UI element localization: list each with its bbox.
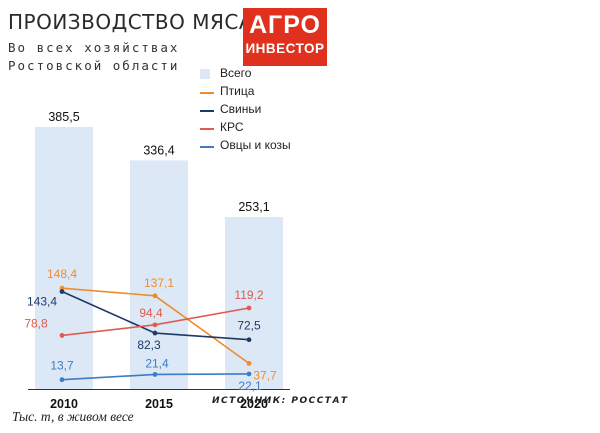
series-0-point-2010 — [59, 285, 65, 291]
series-0-label-2020: 37,7 — [253, 368, 277, 382]
chart-title: ПРОИЗВОДСТВО МЯСА — [8, 10, 254, 34]
agroinvestor-logo: АГРО ИНВЕСТОР — [243, 8, 327, 66]
series-1-point-2010 — [59, 289, 65, 294]
bar-label-2010: 385,5 — [48, 110, 79, 124]
series-3-label-2020: 22,1 — [238, 379, 262, 393]
series-3-label-2010: 13,7 — [50, 359, 74, 373]
legend-item-4: Овцы и козы — [200, 138, 340, 154]
legend-swatch-3 — [200, 128, 214, 130]
series-1-label-2010: 143,4 — [27, 295, 57, 309]
series-2-point-2010 — [59, 333, 65, 338]
unit-footnote: Тыс. т, в живом весе — [12, 409, 134, 424]
legend-swatch-4 — [200, 146, 214, 148]
series-0-label-2015: 137,1 — [144, 276, 174, 290]
bar-label-2015: 336,4 — [143, 143, 174, 157]
series-0-label-2010: 148,4 — [47, 267, 77, 281]
legend-item-2: Свиньи — [200, 102, 340, 118]
bar-total-2015 — [130, 160, 188, 389]
legend-swatch-1 — [200, 92, 214, 94]
series-0-point-2015 — [152, 293, 158, 299]
legend-label-1: Птица — [220, 84, 255, 98]
legend-swatch-0 — [200, 69, 210, 79]
series-1-point-2015 — [152, 330, 158, 336]
legend-label-3: КРС — [220, 120, 244, 134]
series-2-label-2020: 119,2 — [234, 288, 263, 302]
series-3-point-2020 — [246, 371, 252, 377]
legend-item-3: КРС — [200, 120, 340, 136]
logo-line2: ИНВЕСТОР — [245, 41, 325, 56]
logo-line1: АГРО — [248, 11, 322, 39]
legend-item-1: Птица — [200, 84, 340, 100]
bar-total-2010 — [35, 127, 93, 389]
legend-label-4: Овцы и козы — [220, 138, 291, 152]
legend-label-2: Свиньи — [220, 102, 262, 116]
series-2-label-2015: 94,4 — [139, 306, 163, 320]
series-1-label-2015: 82,3 — [137, 338, 161, 352]
series-3-label-2015: 21,4 — [145, 356, 169, 370]
source-note: ИСТОЧНИК: РОССТАТ — [212, 396, 349, 406]
series-2-label-2010: 78,8 — [24, 316, 48, 330]
series-3-point-2015 — [152, 372, 158, 377]
series-2-point-2020 — [246, 305, 252, 311]
series-1-label-2020: 72,5 — [237, 319, 261, 333]
legend-swatch-2 — [200, 110, 214, 112]
series-2-point-2015 — [152, 322, 158, 328]
x-tick-label-2020: 2020 — [240, 397, 268, 411]
legend-label-0: Всего — [220, 66, 252, 80]
x-tick-label-2010: 2010 — [50, 397, 78, 411]
legend-item-0: Всего — [200, 66, 340, 82]
x-tick-label-2015: 2015 — [145, 397, 173, 411]
chart-subtitle-line1: Во всех хозяйствах — [8, 40, 180, 55]
series-1-point-2020 — [246, 337, 252, 343]
series-0-point-2020 — [246, 360, 252, 366]
series-3-point-2010 — [59, 377, 65, 383]
chart-subtitle-line2: Ростовской области — [8, 58, 180, 73]
bar-label-2020: 253,1 — [238, 200, 269, 214]
bar-total-2020 — [225, 216, 283, 389]
